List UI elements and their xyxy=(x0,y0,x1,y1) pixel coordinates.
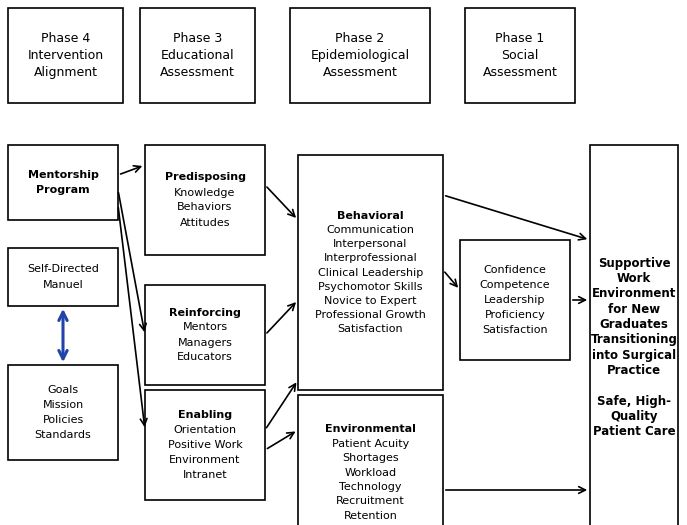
Text: Orientation: Orientation xyxy=(173,425,236,435)
Text: Patient Care: Patient Care xyxy=(593,425,675,438)
Text: Proficiency: Proficiency xyxy=(484,310,545,320)
Text: Assessment: Assessment xyxy=(323,66,398,79)
Text: Alignment: Alignment xyxy=(34,66,98,79)
Text: Standards: Standards xyxy=(34,430,91,440)
Bar xyxy=(298,155,443,390)
Bar xyxy=(8,8,123,103)
Text: Work: Work xyxy=(617,272,651,285)
Text: for New: for New xyxy=(608,302,660,316)
Text: Attitudes: Attitudes xyxy=(180,217,230,227)
Text: Mentorship: Mentorship xyxy=(27,170,98,180)
Text: Mission: Mission xyxy=(43,400,84,410)
Text: Confidence: Confidence xyxy=(484,265,546,275)
Bar xyxy=(145,285,265,385)
Text: Environmental: Environmental xyxy=(325,424,416,434)
Text: Predisposing: Predisposing xyxy=(164,173,245,183)
Text: Shortages: Shortages xyxy=(342,453,399,463)
Text: Phase 2: Phase 2 xyxy=(335,32,385,45)
Bar xyxy=(298,395,443,525)
Text: Social: Social xyxy=(502,49,539,62)
Text: Transitioning: Transitioning xyxy=(591,333,677,346)
Text: Manuel: Manuel xyxy=(43,279,83,289)
Text: Satisfaction: Satisfaction xyxy=(482,325,548,335)
Text: Professional Growth: Professional Growth xyxy=(315,310,426,320)
Bar xyxy=(140,8,255,103)
Text: Phase 3: Phase 3 xyxy=(173,32,222,45)
Text: Patient Acuity: Patient Acuity xyxy=(332,438,409,448)
Text: Phase 4: Phase 4 xyxy=(41,32,90,45)
Text: Phase 1: Phase 1 xyxy=(495,32,545,45)
Bar xyxy=(590,145,678,525)
Text: Retention: Retention xyxy=(344,511,398,521)
Text: Positive Work: Positive Work xyxy=(168,440,243,450)
Text: Behavioral: Behavioral xyxy=(337,211,404,220)
Text: Clinical Leadership: Clinical Leadership xyxy=(318,268,423,278)
Text: Leadership: Leadership xyxy=(484,295,545,305)
Text: Behaviors: Behaviors xyxy=(177,203,233,213)
Text: Communication: Communication xyxy=(326,225,414,235)
Text: Satisfaction: Satisfaction xyxy=(338,324,403,334)
Text: Competence: Competence xyxy=(480,280,550,290)
Text: Graduates: Graduates xyxy=(600,318,668,331)
Text: Interprofessional: Interprofessional xyxy=(324,253,418,263)
Bar xyxy=(8,248,118,306)
Bar xyxy=(8,145,118,220)
Bar xyxy=(460,240,570,360)
Text: Mentors: Mentors xyxy=(183,322,227,332)
Text: Environment: Environment xyxy=(169,455,240,465)
Text: Policies: Policies xyxy=(43,415,84,425)
Bar xyxy=(145,145,265,255)
Text: Interpersonal: Interpersonal xyxy=(333,239,407,249)
Bar xyxy=(8,365,118,460)
Text: Intervention: Intervention xyxy=(27,49,104,62)
Text: Knowledge: Knowledge xyxy=(174,187,236,197)
Text: Practice: Practice xyxy=(607,364,661,377)
Text: Psychomotor Skills: Psychomotor Skills xyxy=(318,282,423,292)
Text: Educational: Educational xyxy=(161,49,234,62)
Text: Assessment: Assessment xyxy=(482,66,557,79)
Text: into Surgical: into Surgical xyxy=(592,349,676,362)
Text: Program: Program xyxy=(36,185,90,195)
Text: Technology: Technology xyxy=(339,482,402,492)
Text: Workload: Workload xyxy=(344,467,396,478)
Text: Enabling: Enabling xyxy=(178,410,232,420)
Text: Educators: Educators xyxy=(177,352,233,362)
Text: Assessment: Assessment xyxy=(160,66,235,79)
Text: Intranet: Intranet xyxy=(183,470,227,480)
Bar xyxy=(465,8,575,103)
Text: Supportive: Supportive xyxy=(598,257,671,270)
Bar xyxy=(290,8,430,103)
Text: Environment: Environment xyxy=(592,287,676,300)
Bar xyxy=(145,390,265,500)
Text: Managers: Managers xyxy=(177,338,232,348)
Text: Self-Directed: Self-Directed xyxy=(27,265,99,275)
Text: Reinforcing: Reinforcing xyxy=(169,308,241,318)
Text: Quality: Quality xyxy=(610,410,657,423)
Text: Recruitment: Recruitment xyxy=(336,497,405,507)
Text: Epidemiological: Epidemiological xyxy=(311,49,409,62)
Text: Safe, High-: Safe, High- xyxy=(597,395,671,408)
Text: Goals: Goals xyxy=(47,385,78,395)
Text: Novice to Expert: Novice to Expert xyxy=(324,296,417,306)
